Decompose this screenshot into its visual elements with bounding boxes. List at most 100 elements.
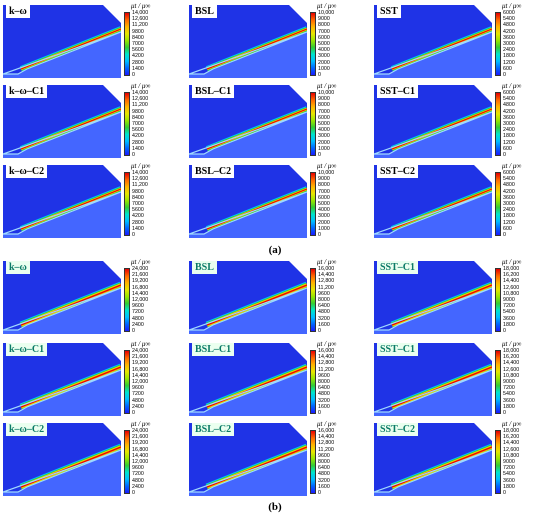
colorbar-tick-label: 9800 <box>132 108 144 115</box>
contour-plot <box>3 165 121 238</box>
colorbar-tick-label: 1400 <box>132 225 144 232</box>
colorbar-tick-label: 6400 <box>318 465 330 472</box>
colorbar-tick-label: 1800 <box>503 403 515 410</box>
colorbar-tick-label: 12,800 <box>318 278 335 285</box>
colorbar-tick-label: 14,000 <box>132 10 149 16</box>
colorbar-tick-label: 9000 <box>318 96 330 103</box>
colorbar-tick-label: 5000 <box>318 40 330 47</box>
colorbar <box>124 430 130 494</box>
colorbar-title: μt / μ∞ <box>502 82 522 90</box>
colorbar-ticks: 18,000 16,200 14,400 12,600 10,800 9000 7200 54… <box>503 266 533 334</box>
contour-panel: BSL μt / μ∞ 10,000 9000 8000 7000 6000 5000 4000… <box>189 2 349 80</box>
colorbar-tick-label: 1800 <box>503 53 515 60</box>
colorbar-tick-label: 7000 <box>132 200 144 207</box>
colorbar-title: μt / μ∞ <box>317 2 337 10</box>
colorbar-tick-label: 14,000 <box>132 170 149 176</box>
colorbar-tick-label: 16,800 <box>132 284 149 291</box>
colorbar-tick-label: 5400 <box>503 16 515 23</box>
colorbar <box>310 430 316 494</box>
colorbar-title: μt / μ∞ <box>502 420 522 428</box>
colorbar-tick-label: 19,200 <box>132 278 149 285</box>
colorbar-tick-label: 5400 <box>503 309 515 316</box>
contour-panel: k–ω–C1 μt / μ∞ 24,000 21,600 19,200 16,800 14,… <box>3 340 163 418</box>
colorbar-tick-label: 0 <box>132 327 135 334</box>
panel-label: BSL <box>192 5 217 18</box>
contour-plot <box>374 85 492 158</box>
colorbar-ticks: 24,000 21,600 19,200 16,800 14,400 12,000 9600… <box>132 428 162 496</box>
colorbar-tick-label: 4800 <box>132 477 144 484</box>
colorbar-ticks: 14,000 12,600 11,200 9800 8400 7000 5600 4200 28… <box>132 170 162 238</box>
colorbar-tick-label: 16,000 <box>318 428 335 434</box>
colorbar-ticks: 14,000 12,600 11,200 9800 8400 7000 5600 4200 28… <box>132 90 162 158</box>
colorbar <box>495 12 501 76</box>
colorbar <box>124 12 130 76</box>
colorbar-tick-label: 7000 <box>132 120 144 127</box>
colorbar-tick-label: 9600 <box>132 303 144 310</box>
colorbar-tick-label: 8000 <box>318 296 330 303</box>
colorbar-tick-label: 6000 <box>318 114 330 121</box>
colorbar-tick-label: 8400 <box>132 34 144 41</box>
colorbar <box>124 350 130 414</box>
colorbar-tick-label: 7000 <box>318 108 330 115</box>
colorbar-title: μt / μ∞ <box>502 162 522 170</box>
colorbar-tick-label: 8000 <box>318 102 330 109</box>
colorbar-tick-label: 19,200 <box>132 360 149 367</box>
colorbar-tick-label: 10,000 <box>318 90 335 96</box>
colorbar-tick-label: 2400 <box>132 403 144 410</box>
colorbar-tick-label: 5600 <box>132 47 144 54</box>
colorbar-tick-label: 12,600 <box>132 96 149 103</box>
colorbar-title: μt / μ∞ <box>131 82 151 90</box>
colorbar-tick-label: 9000 <box>318 176 330 183</box>
colorbar-tick-label: 18,000 <box>503 428 520 434</box>
colorbar-ticks: 6000 5400 4800 4200 3600 3000 2400 1800 1200 600 0 <box>503 170 533 238</box>
colorbar-tick-label: 3600 <box>503 315 515 322</box>
colorbar-tick-label: 1600 <box>318 403 330 410</box>
colorbar-tick-label: 9600 <box>318 290 330 297</box>
colorbar-tick-label: 16,200 <box>503 434 520 441</box>
colorbar-tick-label: 11,200 <box>318 446 334 453</box>
colorbar-tick-label: 7200 <box>132 471 144 478</box>
colorbar-tick-label: 14,400 <box>503 440 520 447</box>
colorbar-tick-label: 0 <box>318 489 321 496</box>
colorbar-tick-label: 18,000 <box>503 348 520 354</box>
colorbar-tick-label: 4000 <box>318 47 330 54</box>
colorbar-tick-label: 3600 <box>503 114 515 121</box>
colorbar-tick-label: 3000 <box>318 133 330 140</box>
colorbar-tick-label: 3600 <box>503 477 515 484</box>
colorbar <box>310 172 316 236</box>
colorbar-ticks: 6000 5400 4800 4200 3600 3000 2400 1800 1200 600 0 <box>503 90 533 158</box>
contour-panel: SST–C1 μt / μ∞ 18,000 16,200 14,400 12,600 10,… <box>374 258 534 336</box>
panel-label: SST–C1 <box>377 261 419 274</box>
colorbar <box>310 350 316 414</box>
colorbar-tick-label: 8000 <box>318 22 330 29</box>
contour-plot <box>189 261 307 334</box>
colorbar-tick-label: 3200 <box>318 315 330 322</box>
colorbar-tick-label: 2000 <box>318 59 330 66</box>
colorbar-tick-label: 18,000 <box>503 266 520 272</box>
colorbar-ticks: 18,000 16,200 14,400 12,600 10,800 9000 7200 54… <box>503 428 533 496</box>
contour-panel: SST μt / μ∞ 6000 5400 4800 4200 3600 3000 2400 18… <box>374 2 534 80</box>
colorbar-tick-label: 21,600 <box>132 272 149 279</box>
contour-panel: SST–C2 μt / μ∞ 18,000 16,200 14,400 12,600 10,… <box>374 420 534 498</box>
colorbar-tick-label: 21,600 <box>132 434 149 441</box>
contour-plot <box>3 5 121 78</box>
colorbar-tick-label: 12,600 <box>503 284 520 291</box>
colorbar-tick-label: 5000 <box>318 120 330 127</box>
colorbar-tick-label: 6400 <box>318 303 330 310</box>
colorbar-tick-label: 7000 <box>318 188 330 195</box>
colorbar-ticks: 10,000 9000 8000 7000 6000 5000 4000 3000 2000 10… <box>318 170 348 238</box>
colorbar-tick-label: 0 <box>503 231 506 238</box>
colorbar-tick-label: 3000 <box>503 120 515 127</box>
colorbar-title: μt / μ∞ <box>502 340 522 348</box>
colorbar-tick-label: 2400 <box>503 127 515 134</box>
colorbar-tick-label: 12,000 <box>132 378 149 385</box>
colorbar <box>124 92 130 156</box>
colorbar-tick-label: 1800 <box>503 213 515 220</box>
colorbar-tick-label: 4200 <box>132 213 144 220</box>
colorbar-tick-label: 2400 <box>503 47 515 54</box>
panel-label: k–ω–C1 <box>6 343 48 356</box>
colorbar-tick-label: 12,000 <box>132 296 149 303</box>
colorbar-tick-label: 16,000 <box>318 266 335 272</box>
colorbar-tick-label: 14,400 <box>503 360 520 367</box>
colorbar-ticks: 6000 5400 4800 4200 3600 3000 2400 1800 1200 600 0 <box>503 10 533 78</box>
